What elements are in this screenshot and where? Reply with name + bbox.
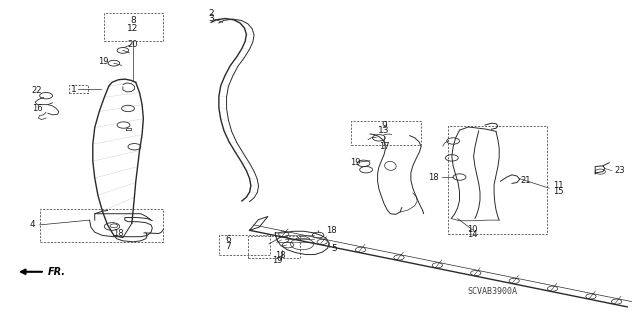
Text: 18: 18	[113, 229, 124, 238]
Text: 18: 18	[275, 251, 286, 260]
Text: 11: 11	[553, 181, 563, 190]
Text: 18: 18	[326, 226, 337, 235]
Text: 23: 23	[614, 166, 625, 175]
Text: SCVAB3900A: SCVAB3900A	[468, 287, 518, 296]
Text: 9: 9	[381, 121, 387, 130]
Text: 14: 14	[467, 230, 477, 239]
Text: 3: 3	[209, 14, 214, 23]
Text: 17: 17	[379, 142, 389, 151]
Text: 10: 10	[467, 225, 477, 234]
Text: FR.: FR.	[48, 267, 66, 277]
Text: 19: 19	[272, 256, 282, 265]
Text: 21: 21	[521, 176, 531, 185]
Text: 19: 19	[350, 158, 360, 167]
Text: 13: 13	[378, 126, 390, 135]
Text: 16: 16	[32, 104, 42, 113]
Text: 1: 1	[71, 85, 76, 94]
Text: 6: 6	[225, 235, 231, 244]
Text: 7: 7	[225, 242, 231, 251]
Text: 22: 22	[32, 86, 42, 95]
Text: 5: 5	[332, 244, 337, 253]
Text: 4: 4	[29, 220, 35, 229]
Text: 18: 18	[428, 173, 438, 182]
Text: 2: 2	[209, 9, 214, 18]
Text: 20: 20	[128, 40, 138, 49]
Text: 15: 15	[553, 187, 563, 196]
Text: 8: 8	[131, 16, 136, 25]
Text: 19: 19	[99, 57, 109, 66]
Text: 12: 12	[127, 24, 139, 33]
